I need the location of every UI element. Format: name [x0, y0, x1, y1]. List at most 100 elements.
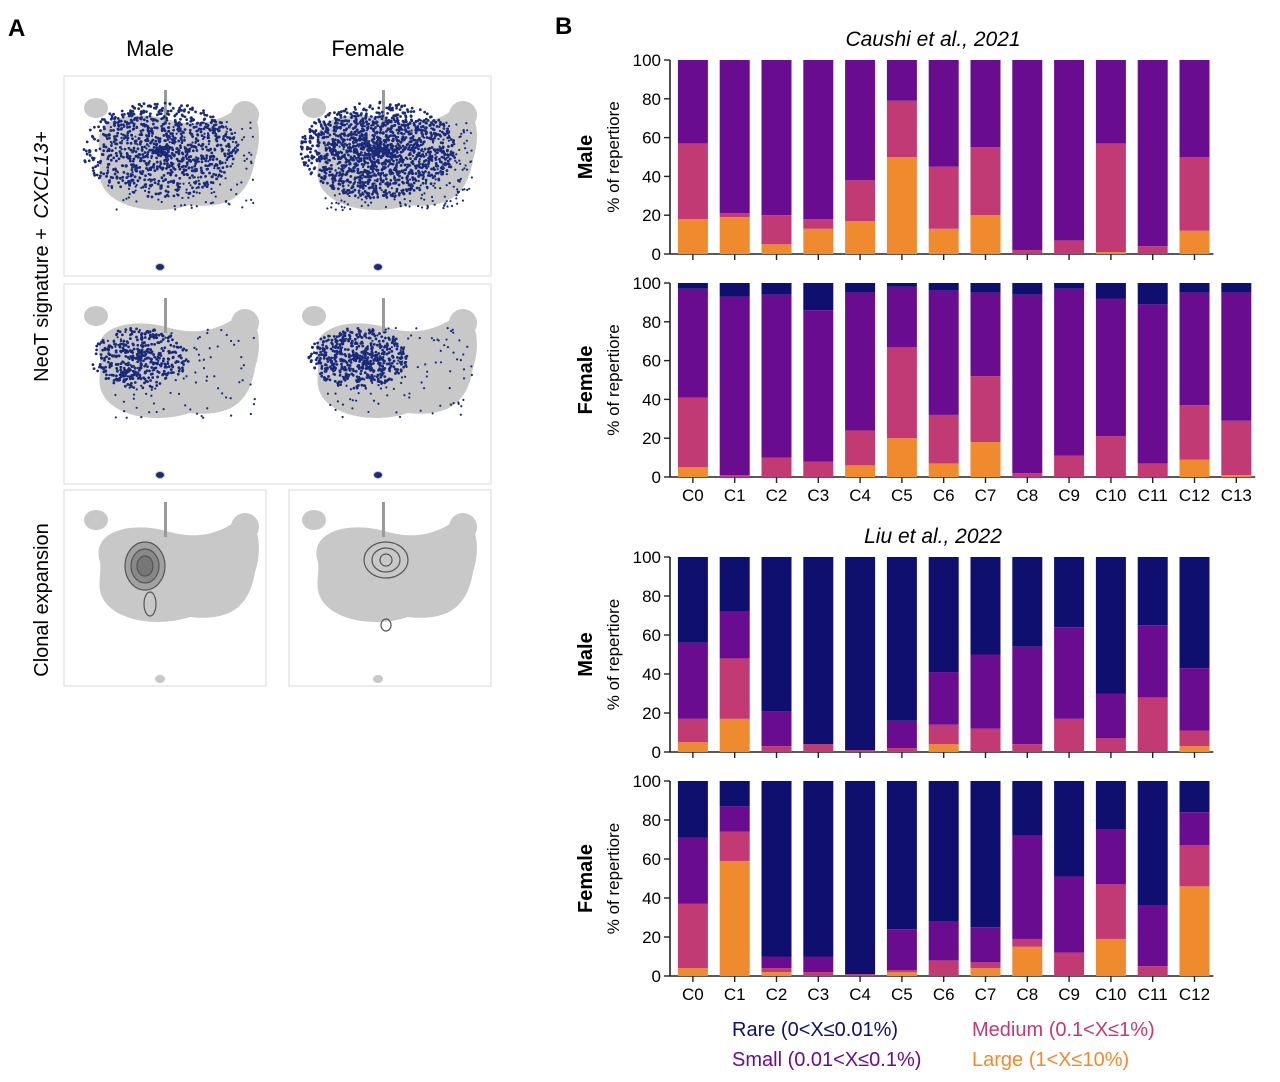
umap-dot [395, 163, 398, 167]
umap-dot [208, 171, 211, 175]
x-tick-label: C7 [975, 985, 997, 1004]
x-tick-label: C5 [891, 985, 913, 1004]
umap-dot [138, 102, 142, 106]
umap-dot [191, 123, 194, 126]
umap-dot [251, 135, 254, 138]
umap-dot [355, 346, 359, 349]
umap-dot [194, 141, 197, 145]
umap-dot [323, 155, 326, 158]
umap-dot [364, 184, 367, 188]
umap-cluster-small [373, 675, 383, 683]
umap-dot [99, 171, 103, 175]
umap-dot [140, 145, 144, 149]
umap-dot [140, 363, 143, 367]
umap-dot [123, 410, 126, 413]
umap-dot [445, 184, 448, 187]
umap-dot [200, 160, 204, 164]
umap-dot [323, 157, 327, 161]
umap-dot [437, 178, 441, 182]
umap-dot [216, 387, 220, 390]
umap-dot [393, 344, 396, 348]
umap-dot [99, 120, 103, 124]
umap-dot [385, 342, 389, 346]
umap-dot [216, 143, 220, 147]
y-tick-label: 60 [642, 626, 661, 645]
umap-dot [166, 371, 170, 375]
umap-dot [430, 127, 433, 130]
umap-dot [190, 204, 193, 207]
umap-dot [313, 342, 317, 346]
umap-dot [351, 156, 355, 160]
umap-dot [148, 333, 152, 337]
umap-dot [302, 140, 306, 144]
umap-dot [148, 112, 152, 116]
y-tick-label: 100 [633, 51, 661, 70]
umap-dot [322, 177, 326, 181]
umap-dot [371, 381, 374, 385]
umap-dot [420, 193, 424, 196]
umap-dot [377, 148, 381, 152]
umap-dot [140, 104, 143, 108]
umap-dot [83, 160, 87, 164]
umap-dot [132, 124, 136, 128]
umap-dot [371, 155, 375, 159]
umap-spike [164, 298, 167, 333]
umap-dot [200, 134, 204, 138]
umap-dot [202, 181, 206, 185]
umap-dot [366, 144, 370, 148]
umap-dot [160, 125, 164, 128]
umap-dot [155, 113, 159, 117]
umap-dot [185, 191, 188, 194]
bar-segment [803, 781, 834, 957]
group-label: Male [575, 632, 597, 676]
umap-dot [385, 195, 389, 199]
umap-dot [202, 127, 206, 131]
umap-dot [98, 342, 101, 346]
umap-cluster-island [84, 98, 108, 118]
umap-dot [130, 349, 134, 353]
umap-dot [449, 138, 453, 141]
umap-dot [404, 136, 408, 139]
umap-dot [112, 381, 116, 385]
umap-dot [400, 356, 404, 360]
umap-dot [429, 131, 433, 135]
umap-dot [147, 145, 150, 148]
umap-dot [387, 336, 391, 340]
umap-dot [152, 162, 156, 166]
bar-segment [886, 60, 917, 101]
umap-dot [368, 331, 371, 335]
umap-dot [364, 144, 368, 148]
umap-dot [466, 129, 469, 132]
umap-dot [130, 133, 134, 137]
umap-dot [357, 330, 360, 333]
umap-dot [168, 122, 171, 125]
umap-dot [366, 182, 370, 185]
umap-dot [300, 157, 304, 160]
umap-dot [359, 159, 363, 163]
umap-dot [372, 152, 376, 156]
umap-dot [330, 341, 334, 345]
umap-dot [329, 403, 332, 407]
umap-dot [341, 184, 345, 188]
umap-dot [456, 358, 459, 361]
umap-dot [330, 338, 334, 342]
bar-segment [1179, 557, 1210, 669]
umap-dot [394, 326, 397, 330]
umap-dot [376, 195, 380, 199]
umap-dot [146, 156, 149, 159]
umap-dot [392, 159, 395, 163]
umap-dot [350, 116, 353, 119]
umap-dot [148, 330, 152, 334]
bar-segment [970, 442, 1001, 477]
umap-dot [341, 346, 344, 349]
umap-dot [383, 331, 386, 334]
umap-dot [179, 345, 183, 349]
umap-dot [453, 143, 456, 146]
umap-dot [205, 185, 209, 189]
umap-dot [440, 155, 444, 159]
umap-dot [141, 155, 145, 159]
umap-dot [167, 195, 170, 198]
umap-dot [363, 384, 367, 388]
umap-dot [368, 156, 372, 159]
umap-dot [361, 147, 365, 151]
